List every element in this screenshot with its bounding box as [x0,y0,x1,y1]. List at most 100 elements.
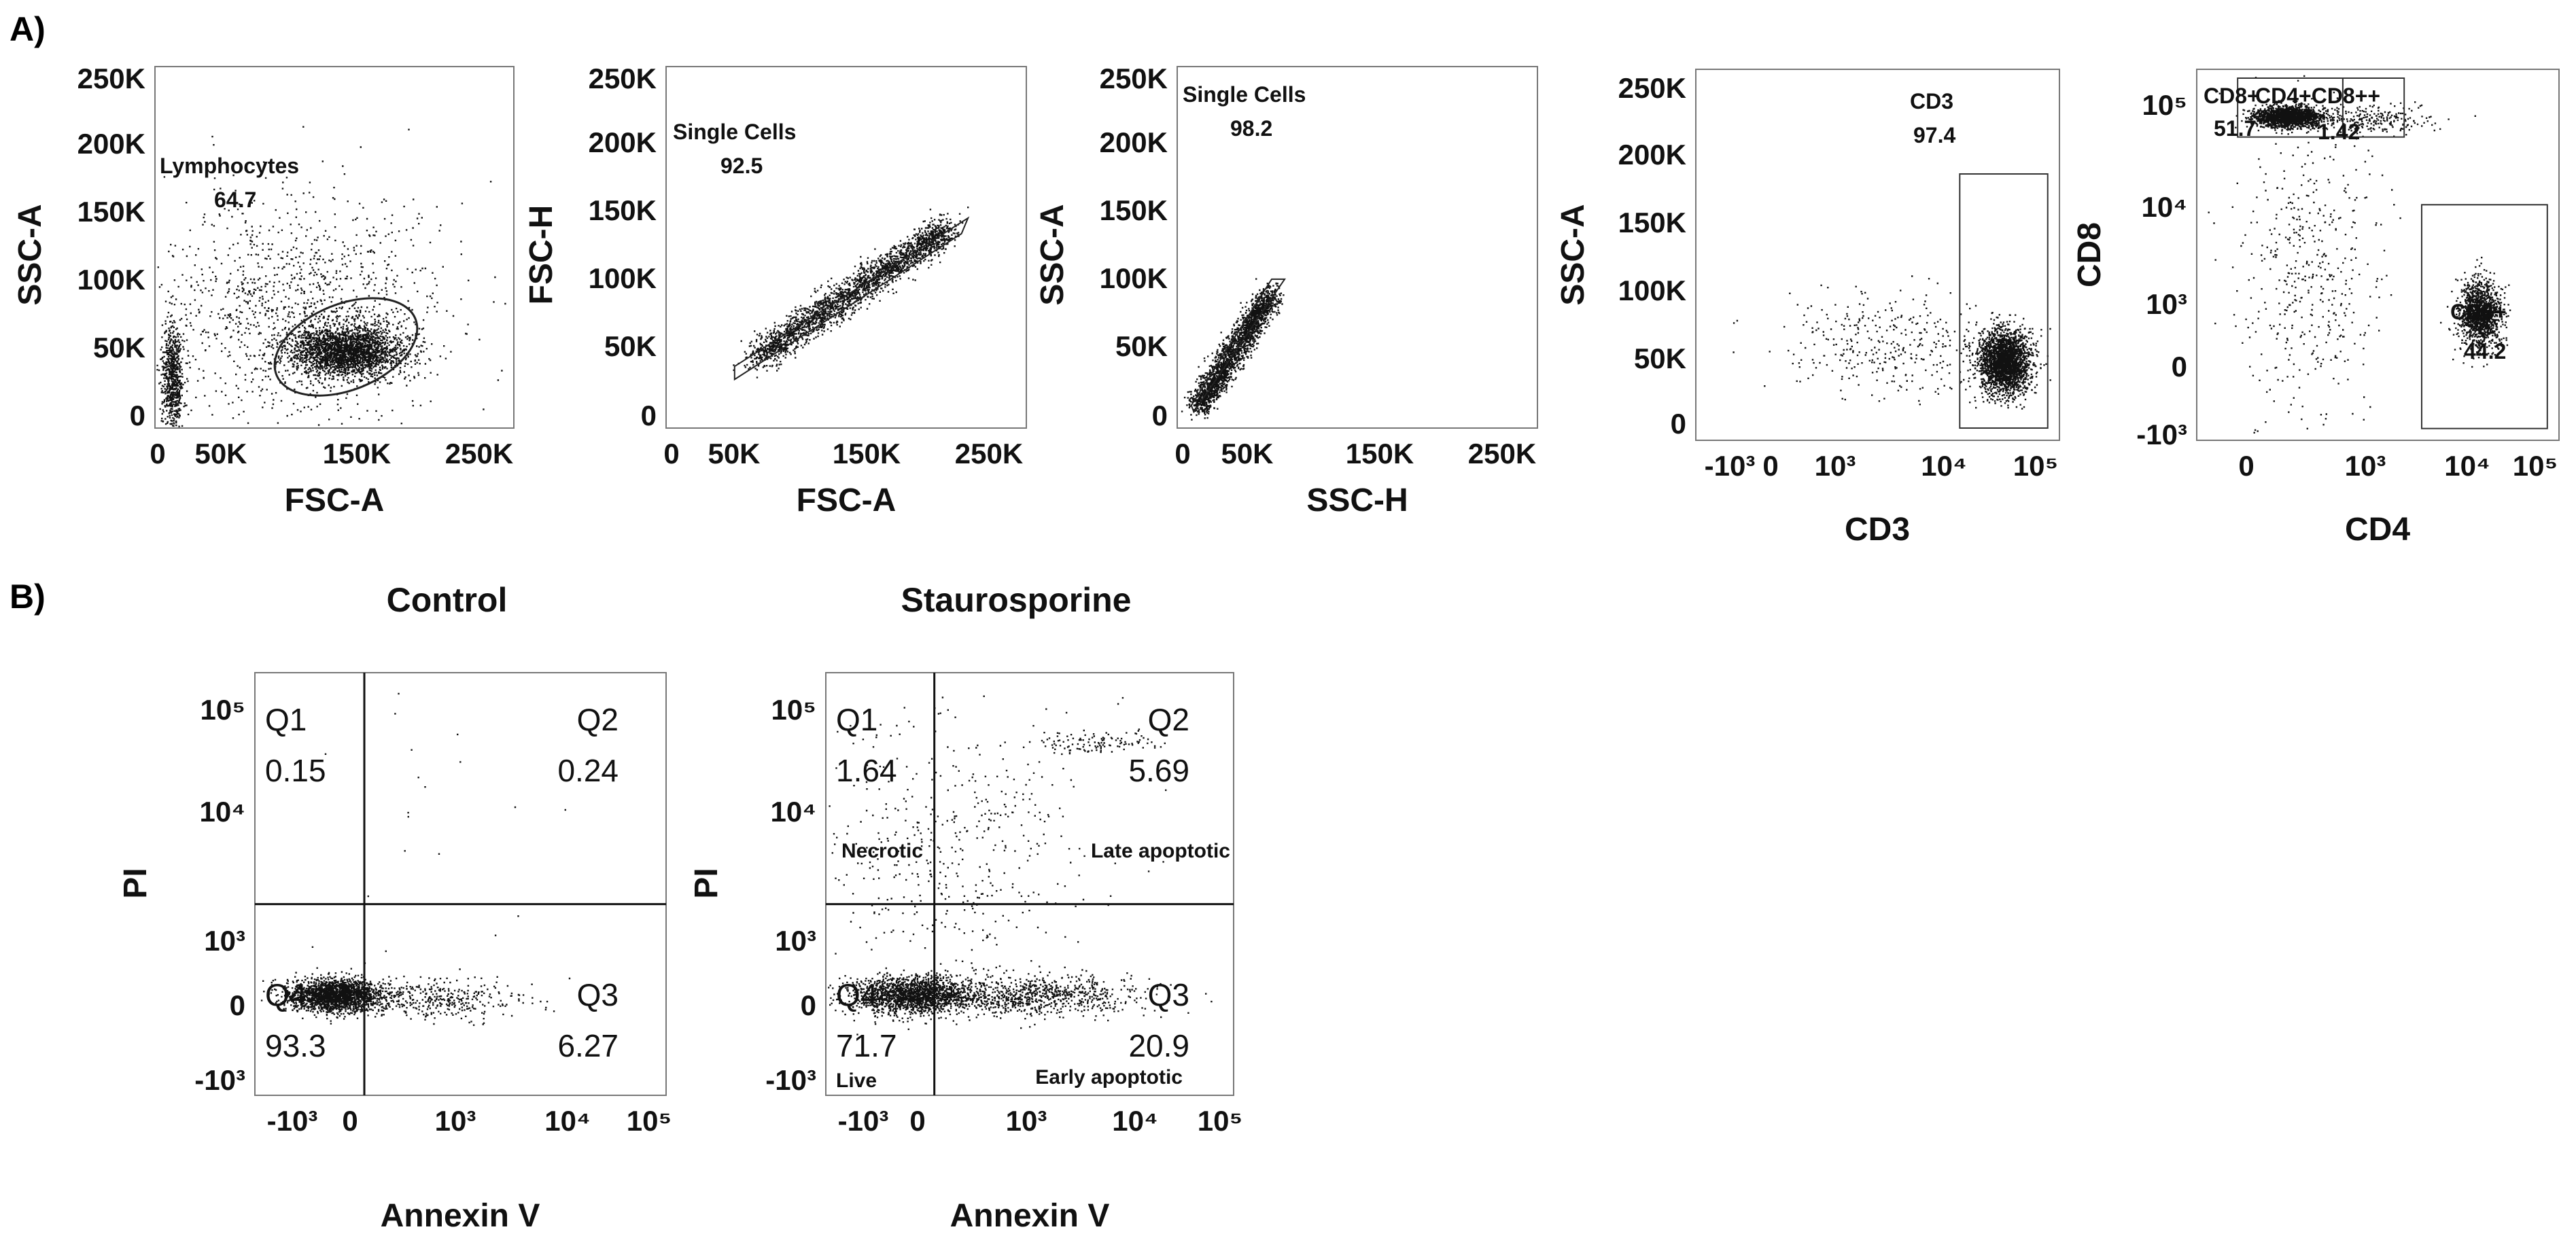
scatter-dots [156,126,506,427]
quadrant-value: 5.69 [1128,753,1189,788]
plot-text-6: -10³ 0 10³ 10⁴ 10⁵ -10³ 0 10³ 10⁴ 10⁵ Annexin V PI C… [118,581,672,1234]
plot-frame [2196,69,2560,441]
quadrant-value: 71.7 [836,1028,897,1063]
x-axis-label: Annexin V [950,1198,1110,1234]
gate-rect [2342,77,2405,138]
plot-text-2: 0 50K 150K 250K 0 50K 100K 150K 200K 250K FSC-A FSC… [523,63,1023,518]
x-tick-label: 0 [663,438,679,470]
x-axis-label: FSC-A [797,482,897,518]
plot-text-7: -10³ 0 10³ 10⁴ 10⁵ -10³ 0 10³ 10⁴ 10⁵ Annexin V PI S… [689,581,1242,1234]
gate-name: CD4+ [2450,300,2507,324]
y-tick-label: 10³ [775,925,816,957]
y-tick-label: 250K [1618,72,1686,104]
x-axis-label: FSC-A [285,482,385,518]
gate-value: 1.42 [2318,120,2360,144]
x-tick-label: 10³ [1006,1105,1047,1137]
y-tick-label: 100K [589,262,657,294]
x-tick-label: 250K [1468,438,1536,470]
plot-frame [825,672,1234,1096]
scatter-points [828,695,1213,1036]
flow-plot-3 [1177,66,1538,429]
scatter-dots [828,695,1213,1036]
quadrant-name: Q2 [1148,702,1189,737]
y-tick-label: 0 [801,989,816,1021]
gate-polygon [733,216,970,381]
plot-text-4: -10³ 0 10³ 10⁴ 10⁵050K100K150K200K250KCD3SSC… [1555,72,2058,548]
x-tick-label: 50K [708,438,760,470]
scatter-dots [733,207,969,378]
x-tick-label: 0 [1762,450,1778,482]
y-axis-label: SSC-A [12,204,48,305]
y-tick-label: 0 [230,989,245,1021]
y-tick-label: 10³ [204,925,245,957]
x-tick-label: 10⁵ [1198,1105,1242,1137]
gate-name: Lymphocytes [160,154,299,178]
gate-rect [2420,204,2548,429]
quadrant-value: 0.15 [265,753,326,788]
y-tick-label: 50K [1634,342,1686,374]
scatter-dots [1733,275,2051,410]
quadrant-value: 1.64 [836,753,897,788]
gate-value: 98.2 [1230,116,1272,141]
quadrant-value: 93.3 [265,1028,326,1063]
plot-text-1: 0 50K 150K 250K 0 50K 100K 150K 200K 250K FSC-A SSC… [12,63,513,518]
scatter-points [733,207,969,378]
x-tick-label: -10³ [838,1105,889,1137]
y-tick-label: 50K [604,330,657,362]
x-tick-label: 10⁵ [2513,450,2558,482]
y-axis-label: SSC-A [1034,204,1071,305]
x-tick-label: 150K [1346,438,1414,470]
y-tick-label: 150K [1100,194,1168,226]
gate-polygon [1190,278,1286,414]
x-axis-label: CD3 [1845,512,1910,548]
gate-name: CD3 [1910,89,1953,113]
y-axis-label: PI [689,868,725,898]
y-tick-label: 100K [1618,275,1686,306]
x-tick-label: 10⁵ [2013,450,2058,482]
gate-name: Single Cells [1183,82,1306,107]
flow-plot-1 [154,66,515,429]
quadrant-value: 0.24 [557,753,619,788]
y-tick-label: 10⁵ [2142,89,2187,121]
quadrant-name: Q2 [577,702,619,737]
y-tick-label: 0 [1671,408,1686,440]
y-tick-label: 250K [77,63,145,94]
y-tick-label: 0 [641,400,657,431]
flow-plot-2 [665,66,1027,429]
quadrant-value: 20.9 [1128,1028,1189,1063]
y-tick-label: 10⁴ [2142,191,2188,223]
x-tick-label: 150K [833,438,901,470]
y-tick-label: 200K [589,126,657,158]
y-tick-label: 250K [589,63,657,94]
x-tick-label: 10³ [2345,450,2386,482]
y-tick-label: 150K [589,194,657,226]
quadrant-name: Q4 [836,977,877,1012]
y-tick-label: 0 [1152,400,1168,431]
y-tick-label: 10⁴ [771,796,817,828]
quadrant-annotation: Live [836,1069,877,1092]
y-axis-label: PI [118,868,154,898]
y-tick-label: 10⁴ [200,796,246,828]
x-tick-label: 10³ [435,1105,476,1137]
gate-value: 51.7 [2214,116,2256,141]
scatter-points [156,126,506,427]
y-tick-label: 10⁵ [201,694,245,726]
y-tick-label: -10³ [194,1064,245,1096]
quadrant-name: Q4 [265,977,307,1012]
x-axis-label: Annexin V [381,1198,540,1234]
plot-frame [1177,66,1538,429]
y-tick-label: 10⁵ [771,694,816,726]
plot-frame [1695,69,2060,441]
x-tick-label: 0 [1174,438,1190,470]
x-tick-label: 250K [955,438,1023,470]
y-tick-label: 50K [1115,330,1168,362]
flow-plot-5 [2196,69,2560,441]
gate-rect [1959,173,2049,429]
chart-title: Staurosporine [901,581,1132,619]
scatter-dots [1181,278,1285,421]
scatter-points [1733,275,2051,410]
x-tick-label: 0 [342,1105,358,1137]
x-tick-label: 10⁵ [627,1105,672,1137]
quadrant-annotation: Late apoptotic [1091,840,1230,862]
